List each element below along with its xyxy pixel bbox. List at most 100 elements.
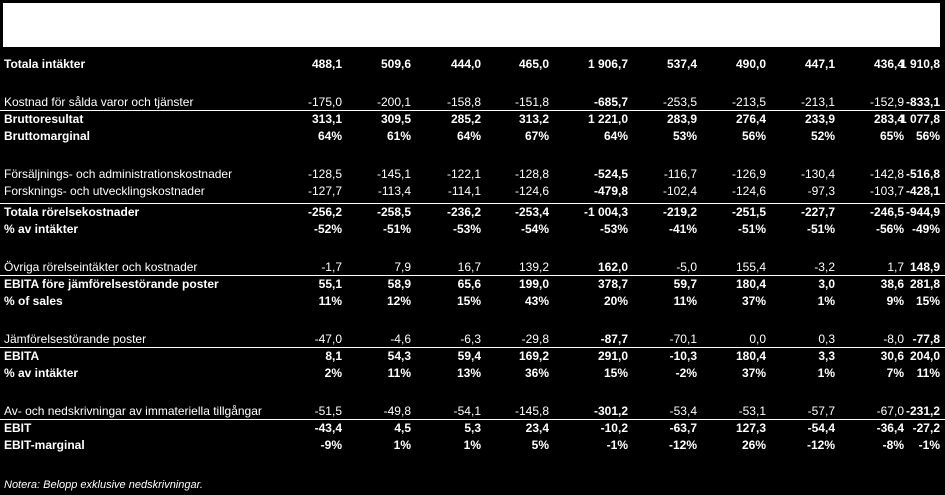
row-value: 3,0 xyxy=(818,277,835,291)
row-value: -41% xyxy=(668,222,697,236)
row-label: Av- och nedskrivningar av immateriella t… xyxy=(4,404,262,418)
row-value: 162,0 xyxy=(597,260,628,274)
row-value: -9% xyxy=(320,438,342,452)
row-value: -219,2 xyxy=(662,205,697,219)
row-value: -8% xyxy=(882,438,904,452)
row-value: 283,4 xyxy=(873,112,904,126)
row-value: -43,4 xyxy=(314,421,342,435)
row-value: -833,1 xyxy=(905,95,940,109)
row-value: -128,8 xyxy=(514,167,549,181)
row-value: -1% xyxy=(918,438,940,452)
row-value: 65% xyxy=(879,129,904,143)
row-value: -128,5 xyxy=(307,167,342,181)
row-value: -175,0 xyxy=(307,95,342,109)
row-value: 54,3 xyxy=(387,349,411,363)
row-value: -246,5 xyxy=(869,205,904,219)
row-value: -103,7 xyxy=(869,184,904,198)
row-value: -5,0 xyxy=(676,260,697,274)
row-value: 8,1 xyxy=(325,349,342,363)
row-value: 1 221,0 xyxy=(587,112,628,126)
row-value: 537,4 xyxy=(666,57,697,71)
row-value: -49,8 xyxy=(383,404,411,418)
row-value: 276,4 xyxy=(735,112,766,126)
row-value: -102,4 xyxy=(662,184,697,198)
row-value: -231,2 xyxy=(905,404,940,418)
table-row: Totala intäkter 488,1 509,6 444,0 465,0 1 906… xyxy=(0,56,945,73)
table-row: Av- och nedskrivningar av immateriella t… xyxy=(0,403,945,420)
row-value: 37% xyxy=(741,294,766,308)
row-label: EBITA xyxy=(4,349,40,363)
row-value: -12% xyxy=(668,438,697,452)
row-value: 180,4 xyxy=(735,349,766,363)
row-value: -12% xyxy=(806,438,835,452)
row-label: Totala intäkter xyxy=(4,57,86,71)
row-value: -6,3 xyxy=(460,332,481,346)
row-value: 444,0 xyxy=(450,57,481,71)
row-value: 52% xyxy=(810,129,835,143)
row-value: -53,4 xyxy=(669,404,697,418)
row-value: 38,6 xyxy=(880,277,904,291)
table-row: Övriga rörelseintäkter och kostnader -1,7… xyxy=(0,259,945,276)
table-row: % av intäkter -52% -51% -53% -54% -53% -41% -51… xyxy=(0,221,945,238)
row-value: -142,8 xyxy=(869,167,904,181)
row-value: -145,8 xyxy=(514,404,549,418)
row-value: -253,4 xyxy=(514,205,549,219)
row-value: -54% xyxy=(520,222,549,236)
table-row: % av intäkter 2% 11% 13% 36% 15% -2% 37% 1% 7% 11% xyxy=(0,365,945,382)
row-value: -57,7 xyxy=(807,404,835,418)
row-value: 155,4 xyxy=(735,260,766,274)
row-label: EBIT xyxy=(4,421,32,435)
row-value: -54,1 xyxy=(453,404,481,418)
row-value: 30,6 xyxy=(880,349,904,363)
row-value: 15% xyxy=(915,294,940,308)
row-value: 199,0 xyxy=(518,277,549,291)
row-label: EBITA före jämförelsestörande poster xyxy=(4,277,219,291)
row-value: 2% xyxy=(324,366,342,380)
row-value: 11% xyxy=(916,366,940,380)
row-value: 1 906,7 xyxy=(587,57,628,71)
row-label: Forsknings- och utvecklingskostnader xyxy=(4,184,205,198)
row-value: -36,4 xyxy=(876,421,904,435)
row-value: 59,7 xyxy=(673,277,697,291)
row-value: 65,6 xyxy=(457,277,481,291)
row-value: -49% xyxy=(911,222,940,236)
row-value: -258,5 xyxy=(376,205,411,219)
row-value: 5,3 xyxy=(464,421,481,435)
row-label: Försäljnings- och administrationskostnad… xyxy=(4,167,233,181)
row-value: 281,8 xyxy=(909,277,940,291)
row-value: -213,1 xyxy=(800,95,835,109)
table-row: Bruttomarginal 64% 61% 64% 67% 64% 53% 56% 52% 65… xyxy=(0,128,945,145)
row-value: -124,6 xyxy=(731,184,766,198)
row-value: 490,0 xyxy=(735,57,766,71)
row-value: 3,3 xyxy=(818,349,835,363)
row-value: -8,0 xyxy=(883,332,904,346)
row-value: 313,1 xyxy=(311,112,342,126)
row-value: 1 077,8 xyxy=(899,112,940,126)
row-value: 36% xyxy=(524,366,549,380)
row-value: 148,9 xyxy=(909,260,940,274)
row-value: 4,5 xyxy=(394,421,411,435)
table-row: Forsknings- och utvecklingskostnader -127… xyxy=(0,183,945,200)
row-value: -145,1 xyxy=(376,167,411,181)
row-value: -27,2 xyxy=(912,421,940,435)
row-label: % of sales xyxy=(4,294,63,308)
row-value: -126,9 xyxy=(731,167,766,181)
row-value: 59,4 xyxy=(457,349,481,363)
row-value: 233,9 xyxy=(804,112,835,126)
row-value: -944,9 xyxy=(905,205,940,219)
row-value: -428,1 xyxy=(905,184,940,198)
row-value: 1,7 xyxy=(887,260,904,274)
row-label: Bruttomarginal xyxy=(4,129,91,143)
table-row: EBITA 8,1 54,3 59,4 169,2 291,0 -10,3 180,4 3,3 3… xyxy=(0,347,945,365)
row-label: Jämförelsestörande poster xyxy=(4,332,147,346)
row-value: 1 910,8 xyxy=(899,57,940,71)
row-value: 204,0 xyxy=(909,349,940,363)
row-value: 378,7 xyxy=(597,277,628,291)
row-value: 56% xyxy=(741,129,766,143)
row-value: -51% xyxy=(737,222,766,236)
table-row: Försäljnings- och administrationskostnad… xyxy=(0,166,945,183)
row-value: 61% xyxy=(386,129,411,143)
row-value: 0,0 xyxy=(749,332,766,346)
row-value: -97,3 xyxy=(807,184,835,198)
row-value: 11% xyxy=(673,294,697,308)
